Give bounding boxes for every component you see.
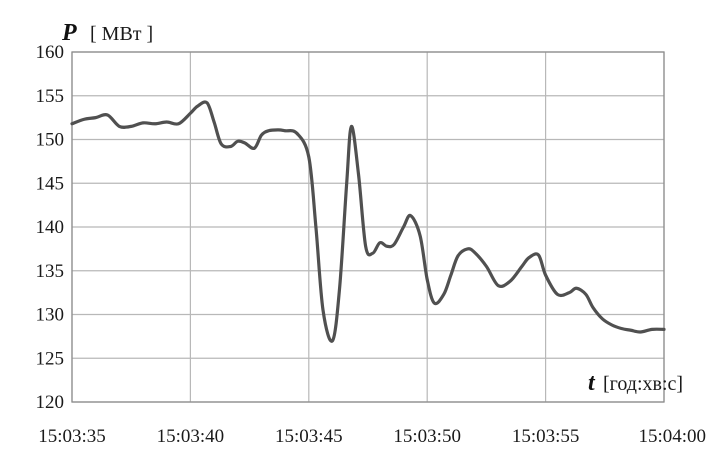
- x-tick-label-4: 15:03:55: [512, 426, 580, 447]
- y-tick-label-140: 140: [36, 217, 65, 238]
- grid: [71, 51, 665, 403]
- y-tick-label-125: 125: [36, 348, 65, 369]
- x-tick-label-3: 15:03:50: [393, 426, 461, 447]
- x-tick-label-5: 15:04:00: [638, 426, 706, 447]
- y-axis-unit: [ МВт ]: [90, 23, 153, 45]
- y-tick-label-150: 150: [36, 130, 65, 151]
- x-axis-symbol: t: [588, 370, 596, 396]
- y-tick-label-160: 160: [36, 42, 65, 63]
- y-tick-label-155: 155: [36, 86, 65, 107]
- y-tick-label-145: 145: [36, 173, 65, 194]
- y-axis-symbol: P: [61, 20, 77, 46]
- y-tick-label-130: 130: [36, 305, 65, 326]
- x-axis-ticks: 15:03:35 15:03:40 15:03:45 15:03:50 15:03:55…: [38, 426, 706, 447]
- x-axis-unit: [год:хв:с]: [603, 373, 683, 395]
- series-line-power: [70, 100, 666, 343]
- x-tick-label-0: 15:03:35: [38, 426, 106, 447]
- plot-frame: [71, 51, 665, 403]
- y-axis-ticks: 120 125 130 135 140 145 150 155 160: [36, 42, 65, 413]
- y-tick-label-120: 120: [36, 392, 65, 413]
- x-tick-label-1: 15:03:40: [157, 426, 225, 447]
- x-tick-label-2: 15:03:45: [275, 426, 343, 447]
- y-tick-label-135: 135: [36, 261, 65, 282]
